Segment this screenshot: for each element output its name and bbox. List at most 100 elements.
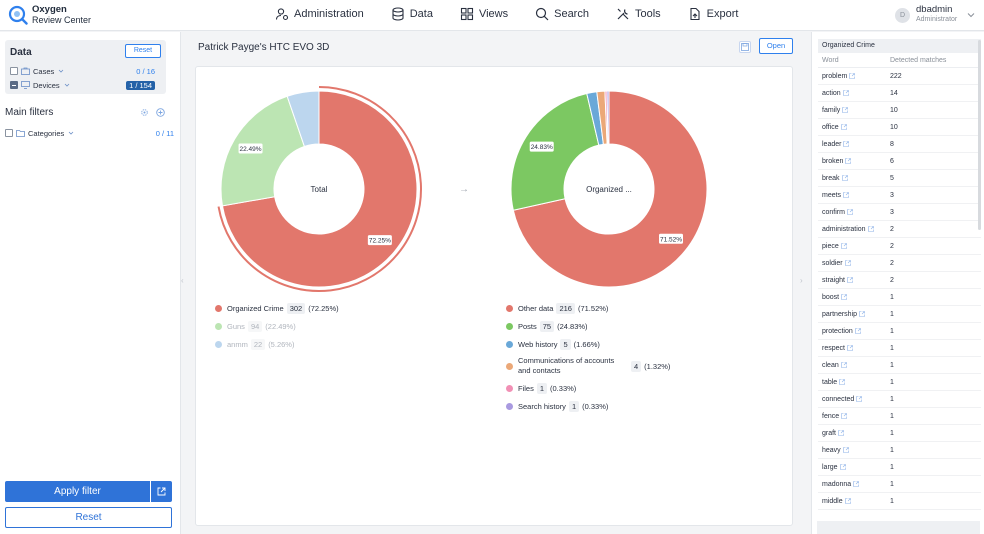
external-link-icon[interactable] — [845, 158, 852, 164]
word-cell[interactable]: fence — [822, 412, 840, 420]
external-link-icon[interactable] — [839, 464, 846, 470]
legend-item[interactable]: Communications of accounts and contacts 4… — [506, 353, 670, 379]
legend-item[interactable]: anmm 22 (5.26%) — [215, 335, 339, 353]
nav-administration[interactable]: Administration — [275, 7, 364, 21]
external-link-icon[interactable] — [842, 107, 849, 113]
table-row[interactable]: large 1 — [818, 459, 981, 476]
external-link-icon[interactable] — [840, 124, 847, 130]
devices-checkbox[interactable] — [10, 81, 18, 89]
external-link-icon[interactable] — [844, 498, 851, 504]
table-row[interactable]: graft 1 — [818, 425, 981, 442]
word-cell[interactable]: heavy — [822, 446, 841, 454]
categories-checkbox[interactable] — [5, 129, 13, 137]
external-link-icon[interactable] — [843, 192, 849, 198]
legend-item[interactable]: Organized Crime 302 (72.25%) — [215, 299, 339, 317]
nav-views[interactable]: Views — [460, 7, 508, 21]
word-cell[interactable]: leader — [822, 140, 842, 148]
table-row[interactable]: respect 1 — [818, 340, 981, 357]
legend-item[interactable]: Guns 94 (22.49%) — [215, 317, 339, 335]
word-cell[interactable]: broken — [822, 157, 844, 165]
donut-chart-categories[interactable]: 72.25% 22.49% Total — [217, 86, 422, 292]
external-link-icon[interactable] — [842, 447, 849, 453]
chevron-down-icon[interactable] — [58, 68, 64, 74]
table-row[interactable]: meets 3 — [818, 187, 981, 204]
save-button[interactable] — [739, 41, 751, 53]
table-row[interactable]: clean 1 — [818, 357, 981, 374]
chevron-down-icon[interactable] — [64, 82, 70, 88]
external-link-icon[interactable] — [840, 243, 847, 249]
table-row[interactable]: piece 2 — [818, 238, 981, 255]
column-header-word[interactable]: Word — [822, 56, 839, 64]
external-link-icon[interactable] — [856, 396, 863, 402]
word-cell[interactable]: graft — [822, 429, 837, 437]
external-link-icon[interactable] — [847, 277, 853, 283]
data-reset-button[interactable]: Reset — [125, 44, 161, 58]
external-link-icon[interactable] — [841, 175, 848, 181]
legend-item[interactable]: Web history 5 (1.66%) — [506, 335, 670, 353]
donut-chart-organized-crime[interactable]: 71.52% 24.83% Organized ... — [510, 90, 708, 288]
word-cell[interactable]: protection — [822, 327, 853, 335]
word-cell[interactable]: action — [822, 89, 841, 97]
nav-search[interactable]: Search — [535, 7, 589, 21]
table-row[interactable]: middle 1 — [818, 493, 981, 510]
word-cell[interactable]: connected — [822, 395, 855, 403]
add-circle-icon[interactable] — [156, 108, 165, 117]
word-cell[interactable]: respect — [822, 344, 845, 352]
external-link-icon[interactable] — [838, 430, 844, 436]
column-header-matches[interactable]: Detected matches — [890, 57, 947, 64]
app-logo[interactable]: Oxygen Review Center — [8, 5, 91, 25]
external-link-icon[interactable] — [840, 362, 847, 368]
table-row[interactable]: confirm 3 — [818, 204, 981, 221]
reset-filters-button[interactable]: Reset — [5, 507, 172, 528]
cases-row[interactable]: Cases 0 / 16 — [10, 66, 161, 76]
table-row[interactable]: problem 222 — [818, 68, 981, 85]
table-row[interactable]: broken 6 — [818, 153, 981, 170]
table-row[interactable]: break 5 — [818, 170, 981, 187]
nav-export[interactable]: Export — [688, 7, 738, 21]
apply-filter-external-button[interactable] — [151, 481, 172, 502]
word-cell[interactable]: table — [822, 378, 838, 386]
donut-slice[interactable] — [606, 90, 610, 145]
word-cell[interactable]: large — [822, 463, 838, 471]
word-cell[interactable]: soldier — [822, 259, 843, 267]
user-menu[interactable]: D dbadmin Administrator — [895, 5, 975, 25]
table-row[interactable]: family 10 — [818, 102, 981, 119]
word-cell[interactable]: boost — [822, 293, 840, 301]
table-row[interactable]: fence 1 — [818, 408, 981, 425]
gear-icon[interactable] — [140, 108, 149, 117]
word-cell[interactable]: middle — [822, 497, 843, 505]
collapse-right-icon[interactable]: › — [800, 276, 803, 285]
word-cell[interactable]: administration — [822, 225, 866, 233]
word-cell[interactable]: confirm — [822, 208, 845, 216]
word-cell[interactable]: piece — [822, 242, 839, 250]
word-cell[interactable]: madonna — [822, 480, 852, 488]
external-link-icon[interactable] — [841, 294, 847, 300]
word-cell[interactable]: meets — [822, 191, 842, 199]
word-cell[interactable]: partnership — [822, 310, 858, 318]
table-row[interactable]: leader 8 — [818, 136, 981, 153]
chevron-down-icon[interactable] — [68, 130, 74, 136]
table-row[interactable]: heavy 1 — [818, 442, 981, 459]
nav-tools[interactable]: Tools — [616, 7, 661, 21]
donut-slice[interactable] — [286, 90, 320, 148]
external-link-icon[interactable] — [841, 413, 847, 419]
collapse-left-icon[interactable]: ‹ — [181, 276, 184, 285]
table-row[interactable]: table 1 — [818, 374, 981, 391]
external-link-icon[interactable] — [859, 311, 865, 317]
word-cell[interactable]: straight — [822, 276, 845, 284]
external-link-icon[interactable] — [843, 141, 850, 147]
external-link-icon[interactable] — [839, 379, 845, 385]
external-link-icon[interactable] — [844, 260, 851, 266]
external-link-icon[interactable] — [853, 481, 860, 487]
table-row[interactable]: boost 1 — [818, 289, 981, 306]
legend-item[interactable]: Files 1 (0.33%) — [506, 379, 670, 397]
donut-slice[interactable] — [220, 95, 306, 207]
word-cell[interactable]: problem — [822, 72, 848, 80]
table-row[interactable]: partnership 1 — [818, 306, 981, 323]
table-row[interactable]: administration 2 — [818, 221, 981, 238]
table-row[interactable]: protection 1 — [818, 323, 981, 340]
devices-row[interactable]: Devices 1 / 154 — [10, 80, 161, 90]
nav-data[interactable]: Data — [391, 7, 433, 21]
external-link-icon[interactable] — [849, 73, 856, 79]
word-cell[interactable]: family — [822, 106, 841, 114]
